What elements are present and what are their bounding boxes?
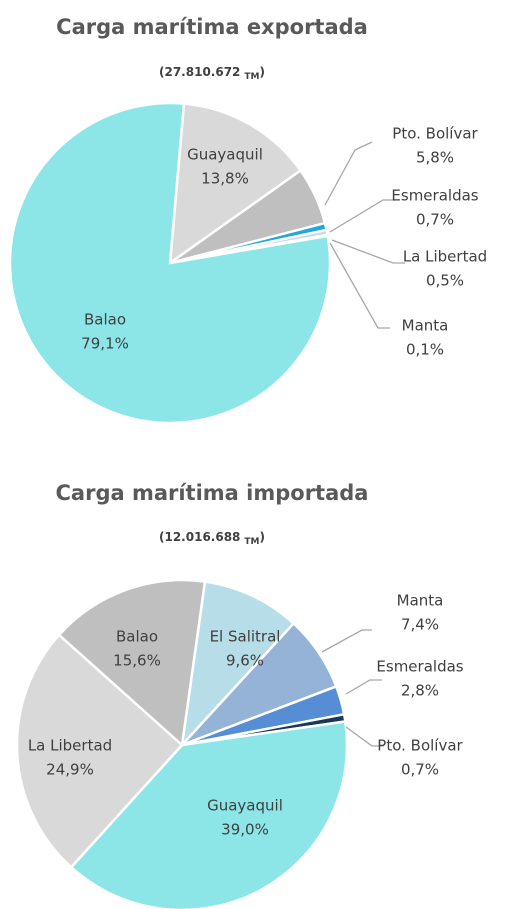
slice-value-label: 9,6% [226,652,264,670]
subtitle-total: (27.810.672 [159,65,240,79]
slice-value-label: 0,7% [416,211,454,229]
slice-label: Manta [397,592,444,610]
slice-value-label: 0,5% [426,272,464,290]
slice-label: Esmeraldas [376,658,463,676]
slice-label: Guayaquil [187,146,263,164]
leader-line [345,726,384,747]
slice-label: La Libertad [28,737,112,755]
leader-line [324,141,373,206]
leader-line [345,679,382,695]
slice-value-label: 7,4% [401,616,439,634]
chart-subtitle: (27.810.672 TM) [159,65,265,82]
chart-title: Carga marítima importada [56,481,369,505]
subtitle-unit: TM [244,537,259,547]
leader-line [321,629,372,653]
slice-value-label: 5,8% [416,149,454,167]
subtitle-unit: TM [244,72,259,82]
pie-slice [57,578,207,748]
subtitle-total: (12.016.688 [159,530,240,544]
leader-line [329,242,390,329]
chart-subtitle: (12.016.688 TM) [159,530,265,547]
leader-line [331,239,405,264]
slice-value-label: 0,1% [406,341,444,359]
slice-value-label: 79,1% [81,335,129,353]
slice-value-label: 2,8% [401,682,439,700]
leader-line [329,199,395,233]
slice-value-label: 13,8% [201,170,249,188]
slice-label: Balao [84,311,126,329]
pie-slice [15,633,184,869]
subtitle-close: ) [260,65,265,79]
slice-label: El Salitral [210,628,281,646]
pie-chart: Carga marítima exportada (27.810.672 TM) Gu… [8,15,487,425]
slice-label: Pto. Bolívar [392,125,478,143]
slice-label: La Libertad [403,248,487,266]
slice-value-label: 24,9% [46,761,94,779]
slice-value-label: 0,7% [401,761,439,779]
slice-label: Esmeraldas [391,187,478,205]
slice-value-label: 39,0% [221,821,269,839]
slice-label: Manta [402,317,449,335]
slice-value-label: 15,6% [113,652,161,670]
pie-slice [8,101,332,425]
pie-slice [69,720,349,909]
pie-chart: Carga marítima importada (12.016.688 TM) El… [15,481,464,909]
slice-label: Balao [116,628,158,646]
slice-label: Pto. Bolívar [377,737,463,755]
pie-slice [180,580,296,749]
subtitle-close: ) [260,530,265,544]
chart-title: Carga marítima exportada [56,15,368,39]
slice-label: Guayaquil [207,797,283,815]
pie-slice [168,102,303,266]
